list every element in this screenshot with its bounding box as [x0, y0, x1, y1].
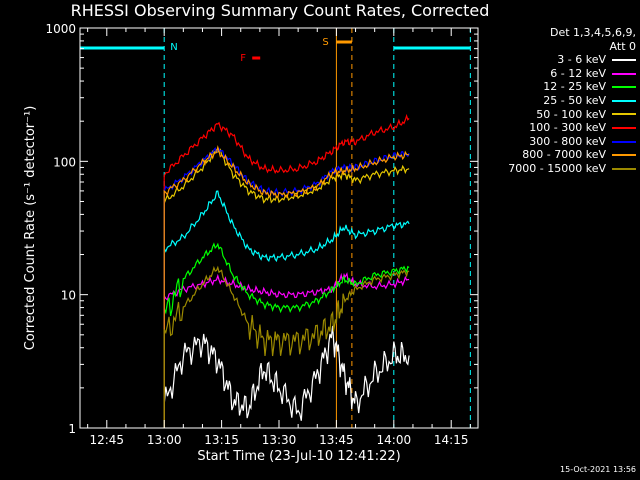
footer-date: 15-Oct-2021 13:56	[560, 465, 636, 474]
series-line-7	[163, 144, 410, 428]
legend-swatch-4	[612, 113, 636, 116]
x-axis-label: Start Time (23-Jul-10 12:41:22)	[197, 449, 400, 464]
legend-entry-5: 100 - 300 keV	[508, 121, 636, 135]
legend-label-5: 100 - 300 keV	[529, 121, 606, 135]
legend-swatch-7	[612, 154, 636, 157]
legend-entry-3: 25 - 50 keV	[508, 94, 636, 108]
legend-swatch-5	[612, 126, 636, 129]
legend-entry-4: 50 - 100 keV	[508, 108, 636, 122]
series-line-0	[163, 325, 410, 428]
x-tick-label-5: 14:00	[377, 433, 412, 447]
legend-entry-1: 6 - 12 keV	[508, 67, 636, 81]
legend-swatch-1	[612, 72, 636, 75]
legend-label-7: 800 - 7000 keV	[522, 148, 606, 162]
legend-entry-6: 300 - 800 keV	[508, 135, 636, 149]
legend-label-2: 12 - 25 keV	[543, 80, 606, 94]
x-tick-label-4: 13:45	[319, 433, 354, 447]
series-line-3	[163, 190, 410, 428]
series-line-6	[163, 147, 410, 428]
legend-header-1: Att 0	[609, 39, 636, 53]
y-tick-label-1: 10	[61, 289, 76, 303]
night-flag-label: N	[170, 42, 177, 53]
chart-title: RHESSI Observing Summary Count Rates, Co…	[70, 1, 490, 20]
x-tick-label-0: 12:45	[89, 433, 124, 447]
legend-label-1: 6 - 12 keV	[550, 66, 606, 80]
legend-swatch-6	[612, 140, 636, 143]
legend-label-6: 300 - 800 keV	[529, 134, 606, 148]
saa-flag-label: S	[322, 37, 328, 48]
legend-entry-0: 3 - 6 keV	[508, 53, 636, 67]
legend-entry-7: 800 - 7000 keV	[508, 148, 636, 162]
legend-label-3: 25 - 50 keV	[543, 93, 606, 107]
legend-label-0: 3 - 6 keV	[557, 53, 606, 67]
y-tick-label-3: 1000	[45, 22, 76, 36]
y-tick-label-0: 1	[68, 422, 76, 436]
flare-flag-label: F	[240, 53, 246, 64]
series-line-1	[163, 271, 410, 428]
x-tick-label-1: 13:00	[147, 433, 182, 447]
x-tick-label-2: 13:15	[204, 433, 239, 447]
y-axis-label: Corrected Count Rate (s⁻¹ detector⁻¹)	[23, 106, 38, 351]
series-line-2	[163, 242, 410, 428]
legend-swatch-0	[612, 58, 636, 61]
legend-entry-2: 12 - 25 keV	[508, 80, 636, 94]
x-tick-label-6: 14:15	[434, 433, 469, 447]
x-tick-label-3: 13:30	[262, 433, 297, 447]
legend-label-4: 50 - 100 keV	[536, 107, 606, 121]
plot-frame	[79, 27, 479, 429]
legend-swatch-3	[612, 99, 636, 102]
legend-swatch-8	[612, 167, 636, 170]
series-line-5	[163, 113, 410, 428]
legend-label-8: 7000 - 15000 keV	[508, 161, 606, 175]
series-line-8	[163, 265, 410, 428]
legend-header-0: Det 1,3,4,5,6,9,	[549, 26, 636, 39]
legend-swatch-2	[612, 86, 636, 89]
y-tick-label-2: 100	[53, 155, 76, 169]
legend-entry-8: 7000 - 15000 keV	[508, 162, 636, 176]
